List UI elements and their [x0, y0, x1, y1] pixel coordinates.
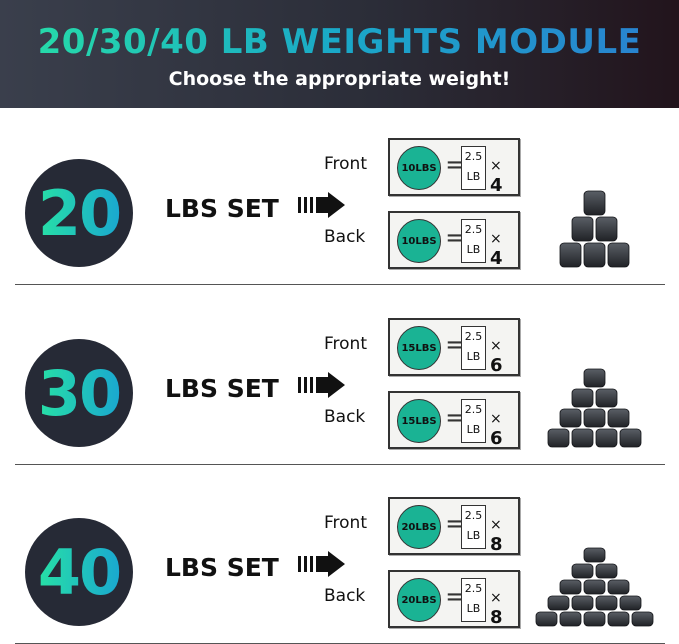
front-weight-box: 20LBS = 2.5 LB × 8 [388, 497, 520, 555]
front-label: Front [324, 154, 367, 174]
plate-count: × 8 [490, 517, 503, 555]
plate-icon: 2.5 LB [461, 505, 486, 549]
disc-icon: 10LBS [397, 219, 441, 263]
arrow-right-icon [298, 192, 345, 218]
disc-icon: 20LBS [397, 578, 441, 622]
divider [15, 284, 665, 285]
page-subtitle: Choose the appropriate weight! [168, 68, 511, 90]
set-label: LBS SET [165, 194, 279, 223]
plate-count: × 6 [490, 411, 503, 449]
plate-count: × 6 [490, 338, 503, 376]
disc-icon: 15LBS [397, 326, 441, 370]
front-label: Front [324, 513, 367, 533]
arrow-right-icon [298, 372, 345, 398]
plate-icon: 2.5 LB [461, 326, 486, 370]
front-label: Front [324, 334, 367, 354]
plate-icon: 2.5 LB [461, 399, 486, 443]
plate-count: × 4 [490, 231, 503, 269]
front-weight-box: 15LBS = 2.5 LB × 6 [388, 318, 520, 376]
disc-icon: 20LBS [397, 505, 441, 549]
plate-icon: 2.5 LB [461, 578, 486, 622]
weights-stack-image [559, 190, 630, 268]
back-label: Back [324, 227, 366, 247]
plate-icon: 2.5 LB [461, 219, 486, 263]
set-label: LBS SET [165, 374, 279, 403]
plate-count: × 8 [490, 590, 503, 628]
header-banner: 20/30/40 LB WEIGHTS MODULE Choose the ap… [0, 0, 679, 108]
arrow-right-icon [298, 551, 345, 577]
page-title: 20/30/40 LB WEIGHTS MODULE [0, 22, 679, 62]
weights-stack-image [535, 547, 654, 627]
plate-count: × 4 [490, 158, 503, 196]
set-number-badge: 30 [25, 339, 133, 447]
front-weight-box: 10LBS = 2.5 LB × 4 [388, 138, 520, 196]
set-label: LBS SET [165, 553, 279, 582]
weights-stack-image [547, 368, 642, 448]
divider [15, 464, 665, 465]
plate-icon: 2.5 LB [461, 146, 486, 190]
disc-icon: 15LBS [397, 399, 441, 443]
disc-icon: 10LBS [397, 146, 441, 190]
back-label: Back [324, 586, 366, 606]
set-number-badge: 40 [25, 518, 133, 626]
back-label: Back [324, 407, 366, 427]
back-weight-box: 20LBS = 2.5 LB × 8 [388, 570, 520, 628]
set-number-badge: 20 [25, 159, 133, 267]
back-weight-box: 10LBS = 2.5 LB × 4 [388, 211, 520, 269]
back-weight-box: 15LBS = 2.5 LB × 6 [388, 391, 520, 449]
